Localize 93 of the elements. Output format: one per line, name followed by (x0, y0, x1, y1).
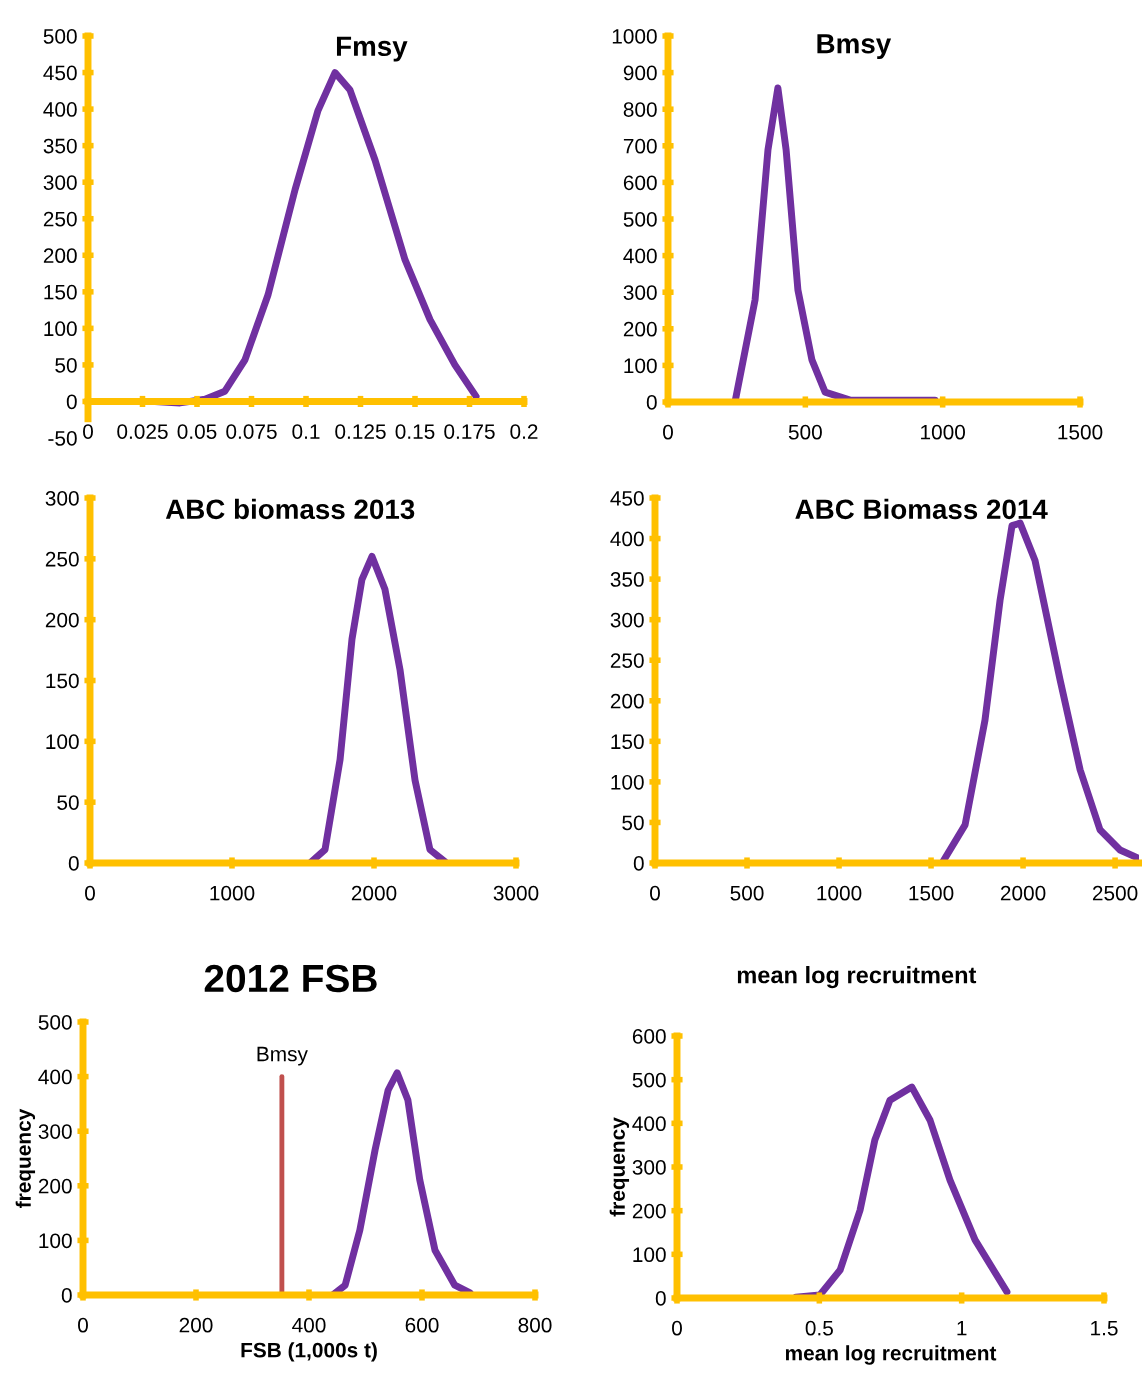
y-tick-label: 100 (611, 774, 644, 790)
x-tick-label: 1000 (210, 885, 255, 901)
chart-title: ABC biomass 2013 (165, 498, 415, 520)
y-axis-title: frequency (15, 1108, 36, 1208)
y-tick-label: 300 (45, 491, 79, 506)
y-tick-label: 100 (633, 1247, 666, 1263)
y-tick-label: 200 (632, 1203, 666, 1219)
chart-title: Fmsy (336, 36, 408, 62)
y-tick-label: 200 (43, 248, 77, 264)
y-tick-label: 0 (633, 856, 644, 871)
x-tick-label: 0.075 (226, 424, 277, 439)
y-tick-label: 150 (46, 673, 79, 689)
x-tick-label: 1500 (909, 885, 954, 901)
y-tick-label: 500 (632, 1072, 666, 1088)
x-tick-label: 0.125 (335, 424, 386, 439)
x-tick-label: 0 (85, 885, 95, 901)
y-tick-label: 300 (38, 1124, 72, 1139)
y-tick-label: 100 (46, 734, 79, 750)
y-tick-label: 300 (43, 175, 77, 190)
y-tick-label: 350 (43, 138, 77, 154)
y-tick-label: 400 (623, 248, 657, 264)
y-tick-label: 400 (610, 531, 644, 547)
x-tick-label: 1000 (817, 885, 862, 901)
x-tick-label: 600 (405, 1317, 439, 1333)
x-tick-label: 2000 (1000, 885, 1046, 901)
y-tick-label: 1000 (612, 29, 657, 44)
x-tick-label: 0.5 (805, 1320, 833, 1336)
y-tick-label: 150 (44, 284, 77, 300)
y-tick-label: 800 (623, 102, 657, 117)
x-tick-label: 2500 (1092, 885, 1138, 901)
y-tick-label: 350 (610, 572, 644, 587)
chart-title: ABC Biomass 2014 (795, 498, 1048, 520)
y-tick-label: 600 (623, 175, 657, 191)
y-tick-label: 50 (622, 815, 644, 831)
y-tick-label: 0 (646, 395, 657, 410)
x-tick-label: 0.05 (177, 424, 217, 439)
y-tick-label: 100 (624, 358, 657, 374)
y-tick-label: 100 (39, 1233, 72, 1249)
x-tick-label: 400 (292, 1317, 326, 1333)
chart-title: mean log recruitment (737, 966, 977, 989)
y-tick-label: 500 (38, 1015, 72, 1030)
x-tick-label: 3000 (493, 885, 539, 901)
y-tick-label: 400 (38, 1069, 72, 1085)
y-tick-label: 600 (632, 1029, 666, 1044)
x-tick-label: 0 (672, 1320, 682, 1336)
x-tick-label: 0.15 (395, 424, 435, 439)
y-tick-label: 900 (623, 65, 657, 81)
x-tick-label: 500 (788, 424, 822, 440)
chart-title: 2012 FSB (204, 964, 377, 993)
y-tick-label: 0 (66, 394, 77, 410)
y-tick-label: 500 (623, 212, 657, 227)
y-tick-label: -50 (48, 431, 77, 446)
x-tick-label: 1000 (921, 424, 966, 440)
chart-title: Bmsy (817, 34, 892, 60)
x-tick-label: 0.2 (510, 424, 538, 439)
y-tick-label: 0 (68, 856, 79, 871)
y-tick-label: 200 (45, 612, 79, 628)
y-tick-label: 0 (61, 1288, 72, 1303)
y-tick-label: 700 (623, 138, 657, 154)
y-tick-label: 100 (44, 321, 77, 337)
x-tick-label: 0 (83, 424, 93, 439)
x-axis-title: FSB (1,000s t) (241, 1342, 377, 1362)
x-tick-label: 800 (518, 1317, 552, 1333)
series-label: Bmsy (257, 1046, 308, 1066)
x-tick-label: 1.5 (1091, 1320, 1118, 1336)
y-tick-label: 200 (623, 321, 657, 337)
y-tick-label: 50 (57, 795, 79, 810)
y-tick-label: 300 (632, 1160, 666, 1175)
x-tick-label: 0.175 (444, 424, 495, 439)
y-tick-label: 200 (38, 1178, 72, 1194)
y-tick-label: 150 (611, 734, 644, 750)
y-tick-label: 450 (43, 65, 77, 81)
x-tick-label: 1 (957, 1320, 967, 1336)
y-tick-label: 250 (610, 653, 644, 668)
y-tick-label: 50 (55, 357, 77, 373)
x-tick-label: 0.025 (117, 424, 168, 439)
x-tick-label: 200 (179, 1317, 213, 1333)
y-tick-label: 300 (610, 612, 644, 628)
y-tick-label: 300 (623, 285, 657, 300)
y-tick-label: 0 (655, 1291, 666, 1306)
x-axis-title: mean log recruitment (785, 1345, 997, 1365)
y-tick-label: 450 (610, 491, 644, 506)
y-tick-label: 500 (43, 29, 77, 44)
x-tick-label: 1500 (1058, 424, 1103, 440)
y-tick-label: 250 (45, 551, 79, 567)
x-tick-label: 0.1 (292, 424, 320, 439)
y-tick-label: 400 (632, 1116, 666, 1132)
x-tick-label: 500 (730, 885, 764, 901)
y-tick-label: 200 (610, 693, 644, 709)
y-tick-label: 400 (43, 102, 77, 117)
y-tick-label: 250 (43, 211, 77, 227)
x-tick-label: 2000 (351, 885, 397, 901)
y-axis-title: frequency (609, 1117, 630, 1217)
